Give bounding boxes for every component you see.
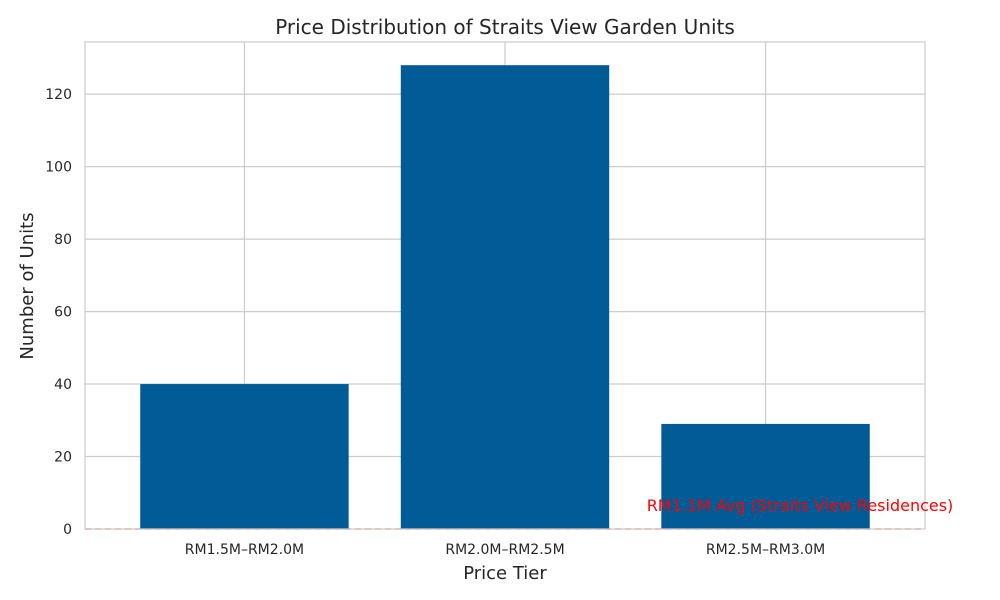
y-tick-label: 0 <box>63 522 72 538</box>
reference-line-label: RM1.1M Avg (Straits View Residences) <box>647 496 954 515</box>
y-axis-title: Number of Units <box>17 212 38 359</box>
bar <box>661 423 870 529</box>
y-axis-ticks: 0 20 40 60 80 100 120 <box>45 87 72 538</box>
chart-title: Price Distribution of Straits View Garde… <box>275 15 735 39</box>
x-tick-label: RM1.5M–RM2.0M <box>185 542 304 558</box>
x-axis-ticks: RM1.5M–RM2.0M RM2.0M–RM2.5M RM2.5M–RM3.0M <box>185 542 825 558</box>
y-tick-label: 60 <box>54 305 72 321</box>
bar <box>400 65 610 529</box>
bars <box>140 65 870 529</box>
x-axis-title: Price Tier <box>463 563 547 584</box>
y-tick-label: 120 <box>45 87 72 103</box>
x-tick-label: RM2.5M–RM3.0M <box>706 542 825 558</box>
y-tick-label: 80 <box>54 232 72 248</box>
bar <box>140 384 349 529</box>
y-tick-label: 100 <box>45 160 72 176</box>
y-tick-label: 40 <box>54 377 72 393</box>
y-tick-label: 20 <box>54 450 72 466</box>
x-tick-label: RM2.0M–RM2.5M <box>445 542 564 558</box>
plot-frame <box>84 41 926 530</box>
